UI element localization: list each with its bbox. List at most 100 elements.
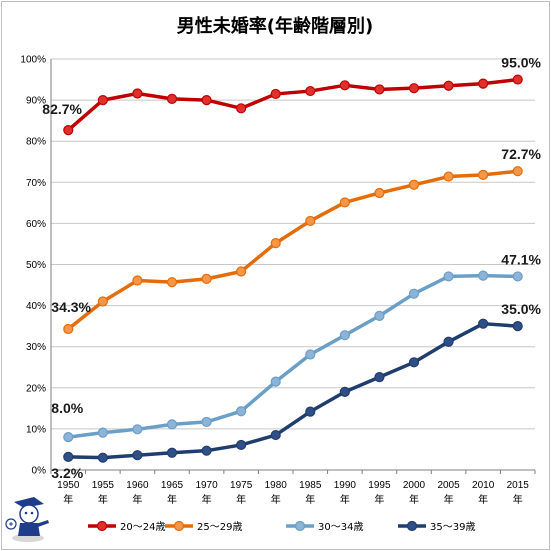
series-1: [63, 74, 523, 136]
data-point: [374, 310, 385, 321]
legend-label: 35～39歳: [430, 521, 475, 533]
data-point: [443, 80, 454, 91]
legend-label: 25～29歳: [197, 521, 242, 533]
data-point: [201, 416, 212, 428]
data-point: [270, 376, 281, 387]
data-point: [166, 447, 178, 458]
data-point: [408, 288, 420, 299]
data-point: [339, 197, 350, 208]
data-point: [339, 330, 350, 341]
data-point: [408, 83, 420, 94]
data-point: [166, 277, 178, 288]
data-point: [236, 103, 247, 114]
data-point: [408, 179, 420, 190]
data-point: [305, 215, 316, 227]
legend-label: 20～24歳: [120, 521, 165, 533]
data-point: [63, 451, 74, 462]
data-point: [305, 349, 316, 360]
data-point: [63, 432, 74, 443]
x-tick-label: 1990 年: [334, 480, 357, 506]
data-point: [478, 169, 489, 181]
data-point: [97, 296, 108, 307]
y-tick-label: 50%: [26, 260, 46, 271]
y-tick-label: 90%: [26, 96, 46, 107]
legend-item: 25～29歳: [165, 520, 242, 533]
legend-label: 30～34歳: [318, 521, 363, 533]
x-tick-label: 1950 年: [57, 480, 80, 506]
data-point: [63, 125, 74, 136]
data-point: [270, 88, 281, 100]
y-tick-label: 80%: [26, 137, 46, 148]
data-point: [305, 406, 316, 417]
series-4: [63, 318, 523, 463]
data-label-first: 3.2%: [51, 465, 83, 481]
data-point: [270, 238, 281, 249]
y-tick-label: 30%: [26, 342, 46, 353]
data-point: [236, 439, 247, 451]
y-tick-label: 40%: [26, 301, 46, 312]
legend-item: 30～34歳: [286, 520, 363, 533]
data-point: [478, 78, 489, 89]
x-tick-label: 1960 年: [126, 480, 149, 506]
data-point: [166, 93, 178, 104]
x-tick-label: 1985 年: [299, 480, 322, 506]
legend-swatch-marker: [173, 520, 185, 532]
data-point: [408, 357, 420, 368]
legend-swatch-marker: [294, 520, 306, 532]
data-point: [201, 94, 212, 106]
series-line: [67, 77, 518, 132]
data-point: [201, 273, 212, 284]
data-point: [132, 450, 143, 461]
data-point: [443, 171, 454, 182]
data-point: [512, 166, 523, 177]
x-tick-label: 1975 年: [230, 480, 253, 506]
data-point: [201, 445, 212, 456]
x-tick-label: 2005 年: [437, 480, 460, 506]
y-tick-label: 100%: [20, 55, 46, 66]
x-tick-label: 1980 年: [265, 480, 288, 506]
x-axis: 1950 年 1955 年 1960 年 1965 年 1970 年 1975 年 1980 年 1985 年…: [50, 469, 536, 506]
data-point: [512, 321, 523, 332]
legend-item: 20～24歳: [88, 520, 165, 533]
data-point: [132, 275, 143, 286]
series-line: [68, 273, 518, 439]
data-point: [305, 85, 316, 97]
legend-swatch-marker: [96, 520, 108, 532]
series-lines: [63, 74, 523, 463]
data-point: [374, 372, 385, 383]
data-label-first: 34.3%: [51, 299, 91, 315]
data-point: [236, 266, 247, 277]
legend-item: 35～39歳: [398, 520, 475, 533]
data-point: [132, 88, 143, 99]
x-tick-label: 1995 年: [368, 480, 391, 506]
data-labels: 82.7% 95.0% 34.3% 72.7% 8.0% 47.1% 3.2% 35.0%: [42, 55, 541, 481]
y-tick-label: 0%: [32, 466, 47, 477]
data-point: [339, 80, 350, 91]
x-tick-label: 1965 年: [161, 480, 184, 506]
y-tick-label: 60%: [26, 219, 46, 230]
data-label-last: 35.0%: [501, 301, 541, 317]
data-label-last: 47.1%: [501, 251, 541, 267]
data-point: [512, 271, 523, 282]
data-point: [132, 424, 143, 435]
data-point: [166, 419, 178, 430]
data-point: [478, 270, 489, 281]
y-axis: 0% 10% 20% 30% 40% 50% 60% 70% 80% 90% 100%: [20, 55, 52, 477]
series-3: [63, 270, 523, 443]
x-tick-label: 2000 年: [403, 480, 426, 506]
data-point: [270, 429, 281, 441]
series-2: [63, 166, 523, 335]
data-point: [339, 386, 350, 398]
series-line: [67, 169, 518, 331]
x-tick-label: 2010 年: [472, 480, 495, 506]
data-point: [374, 187, 385, 199]
data-point: [443, 271, 454, 282]
x-tick-label: 1955 年: [92, 480, 115, 506]
data-point: [478, 318, 489, 329]
y-tick-label: 20%: [26, 383, 46, 394]
mascot-icon: [5, 497, 49, 542]
legend-swatch-marker: [406, 520, 418, 532]
data-point: [97, 94, 108, 106]
